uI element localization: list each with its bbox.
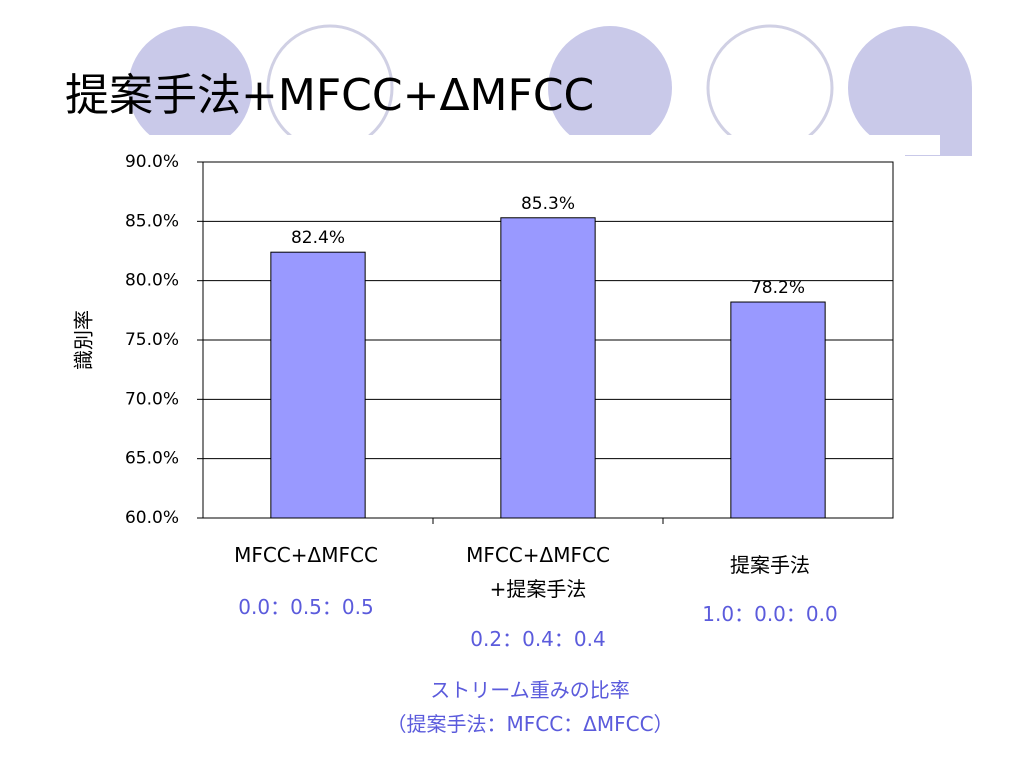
bar (500, 217, 596, 519)
y-tick-label: 80.0% (125, 271, 179, 291)
ratio-label: 1.0：0.0：0.0 (702, 602, 838, 626)
x-tick-label: MFCC+ΔMFCC +提案手法 (466, 543, 610, 601)
x-axis-label: ストリーム重みの比率 （提案手法：MFCC：ΔMFCC） (386, 678, 674, 736)
y-tick-label: 65.0% (125, 449, 179, 469)
x-tick-label: 提案手法 (730, 553, 810, 577)
bar (270, 251, 366, 519)
ratio-label: 0.0：0.5：0.5 (238, 595, 374, 619)
ratio-label: 0.2：0.4：0.4 (470, 627, 606, 651)
value-label: 82.4% (291, 228, 345, 248)
bar (730, 301, 826, 519)
y-tick-label: 90.0% (125, 152, 179, 172)
slide-title: 提案手法+MFCC+ΔMFCC (65, 70, 594, 121)
decoration (60, 24, 972, 156)
value-label: 85.3% (521, 194, 575, 214)
y-axis-label: 識別率 (72, 310, 96, 370)
x-tick-label: MFCC+ΔMFCC (234, 543, 378, 567)
y-tick-label: 85.0% (125, 211, 179, 231)
y-tick-label: 60.0% (125, 508, 179, 528)
value-label: 78.2% (751, 278, 805, 298)
y-tick-label: 75.0% (125, 330, 179, 350)
y-tick-label: 70.0% (125, 389, 179, 409)
